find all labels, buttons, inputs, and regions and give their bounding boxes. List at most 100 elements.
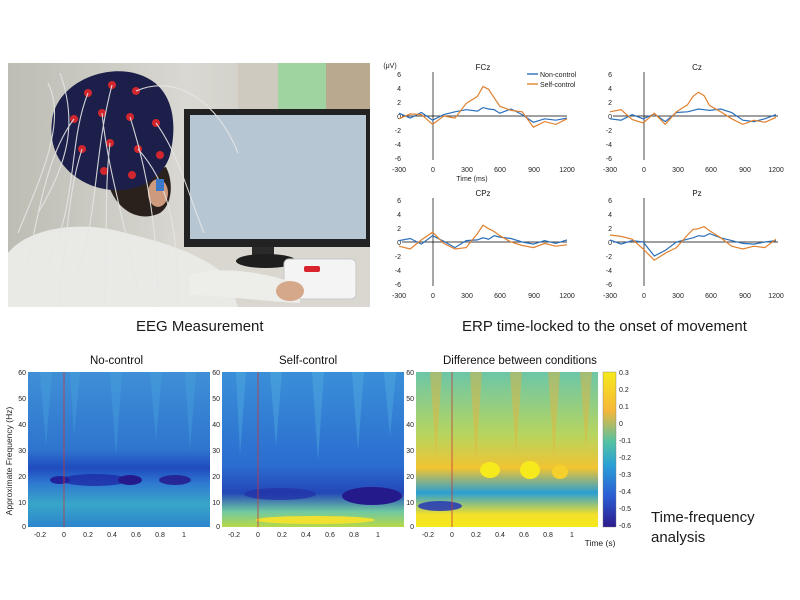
ytick: 0	[397, 240, 401, 247]
ytick: 6	[608, 198, 612, 205]
tf-p2-xticks: -0.2 0 0.2 0.4 0.6 0.8 1	[228, 532, 380, 539]
xtick: 900	[739, 293, 751, 300]
ytick: 4	[397, 86, 401, 93]
erp-series-self-control	[609, 225, 777, 261]
xtick: 600	[705, 293, 717, 300]
erp-series-non-control	[398, 234, 568, 249]
ytick: 20	[406, 474, 414, 481]
erp-panel-title: FCz	[476, 63, 491, 72]
erp-series-self-control	[398, 85, 568, 128]
erp-cz-xticks: -300 0 300 600 900 1200	[603, 167, 784, 174]
erp-panel-title: Cz	[692, 63, 702, 72]
erp-fcz-xticks: -300 0 300 600 900 1200	[392, 167, 575, 174]
xtick: 300	[672, 167, 684, 174]
tf-panel-self-control: 60 50 40 30 20 10 0 -0.2 0 0.2 0.4 0.6 0…	[212, 370, 404, 539]
erp-series-non-control	[609, 232, 777, 257]
erp-panel-pz: 6 4 2 0 -2 -4 -6 Pz -300 0 300 600 900 1…	[603, 189, 784, 300]
ytick: 0	[397, 114, 401, 121]
ytick: 50	[212, 396, 220, 403]
erp-caption: ERP time-locked to the onset of movement	[462, 318, 747, 335]
ytick: 10	[406, 500, 414, 507]
ytick: -2	[606, 128, 612, 135]
xtick: 600	[494, 167, 506, 174]
cbar-tick: -0.1	[619, 438, 631, 445]
ytick: 0	[608, 240, 612, 247]
eeg-cap	[51, 71, 174, 191]
xtick: 0	[62, 532, 66, 539]
tf-p1-yticks: 60 50 40 30 20 10 0	[18, 370, 26, 531]
ytick: -6	[395, 282, 401, 289]
erp-series-non-control	[609, 108, 777, 123]
erp-cpz-yticks: 6 4 2 0 -2 -4 -6	[395, 198, 401, 289]
ytick: 6	[608, 72, 612, 79]
ytick: 40	[406, 422, 414, 429]
xtick: 0	[431, 293, 435, 300]
erp-panel-fcz: 6 4 2 0 -2 -4 -6 (μV) FCz -300 0 300 600…	[383, 63, 576, 183]
erp-cpz-xticks: -300 0 300 600 900 1200	[392, 293, 575, 300]
ytick: 10	[212, 500, 220, 507]
xtick: 1	[376, 532, 380, 539]
ytick: 2	[397, 100, 401, 107]
erp-panel-cz: 6 4 2 0 -2 -4 -6 Cz -300 0 300 600 900 1…	[603, 63, 784, 174]
xtick: -0.2	[34, 532, 46, 539]
xtick: 0	[256, 532, 260, 539]
xtick: 0	[431, 167, 435, 174]
xtick: -0.2	[422, 532, 434, 539]
ytick: 30	[406, 448, 414, 455]
xtick: 1200	[768, 167, 784, 174]
legend-self-control: Self-control	[540, 82, 576, 89]
xtick: 600	[494, 293, 506, 300]
ytick: 4	[608, 212, 612, 219]
xtick: 0.2	[83, 532, 93, 539]
xtick: -300	[603, 293, 617, 300]
xtick: 0.4	[301, 532, 311, 539]
xtick: 900	[528, 293, 540, 300]
ytick: 4	[397, 212, 401, 219]
xtick: 1200	[559, 293, 575, 300]
erp-pz-yticks: 6 4 2 0 -2 -4 -6	[606, 198, 612, 289]
xtick: 0.6	[325, 532, 335, 539]
ytick: -4	[606, 142, 612, 149]
ytick: -6	[395, 156, 401, 163]
erp-pz-xticks: -300 0 300 600 900 1200	[603, 293, 784, 300]
tf-p2-yticks: 60 50 40 30 20 10 0	[212, 370, 220, 531]
xtick: 0	[642, 293, 646, 300]
xtick: 0	[450, 532, 454, 539]
ytick: -6	[606, 156, 612, 163]
xtick: 300	[461, 293, 473, 300]
xtick: 1	[570, 532, 574, 539]
ytick: -4	[606, 268, 612, 275]
ytick: 6	[397, 72, 401, 79]
tf-colorbar: 0.3 0.2 0.1 0 -0.1 -0.2 -0.3 -0.4 -0.5 -…	[602, 370, 631, 530]
xtick: 0.4	[107, 532, 117, 539]
ytick: -4	[395, 142, 401, 149]
erp-series-non-control	[398, 106, 568, 123]
erp-xlabel: Time (ms)	[456, 176, 487, 183]
xtick: 900	[528, 167, 540, 174]
ytick: 2	[397, 226, 401, 233]
xtick: 0.8	[543, 532, 553, 539]
erp-unit-label: (μV)	[383, 63, 396, 70]
xtick: 0.4	[495, 532, 505, 539]
cbar-tick: 0	[619, 421, 623, 428]
xtick: 1	[182, 532, 186, 539]
erp-panel-title: Pz	[692, 189, 701, 198]
erp-series-self-control	[398, 224, 568, 250]
xtick: -300	[392, 167, 406, 174]
ytick: 30	[212, 448, 220, 455]
erp-fcz-yticks: 6 4 2 0 -2 -4 -6	[395, 72, 401, 163]
cbar-tick: -0.4	[619, 489, 631, 496]
ytick: 20	[18, 474, 26, 481]
tf-title-no-control: No-control	[90, 355, 144, 367]
xtick: 1200	[768, 293, 784, 300]
tf-p3-yticks: 60 50 40 30 20 10 0	[406, 370, 414, 531]
xtick: -0.2	[228, 532, 240, 539]
ytick: 30	[18, 448, 26, 455]
ytick: 2	[608, 100, 612, 107]
tf-p3-xticks: -0.2 0 0.2 0.4 0.6 0.8 1	[422, 532, 574, 539]
cbar-tick: -0.5	[619, 506, 631, 513]
erp-panel-cpz: 6 4 2 0 -2 -4 -6 CPz -300 0 300 600 900 …	[392, 189, 575, 300]
cbar-tick: 0.2	[619, 387, 629, 394]
xtick: 1200	[559, 167, 575, 174]
ytick: 4	[608, 86, 612, 93]
